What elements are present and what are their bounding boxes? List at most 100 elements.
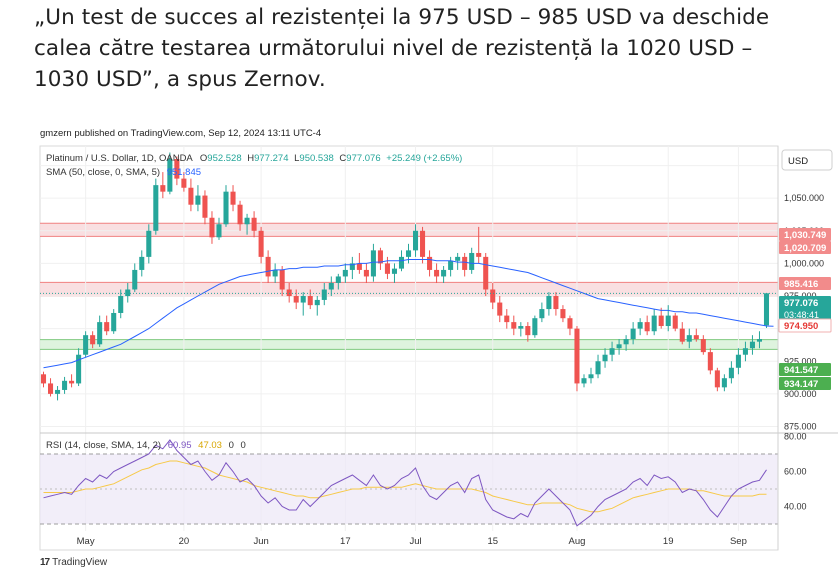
candle <box>497 302 503 316</box>
candle <box>504 315 510 323</box>
quote-line-1: „Un test de succes al rezistenței la 975… <box>34 5 770 30</box>
resistance-price-label: 974.950 <box>784 321 818 332</box>
candle <box>441 269 447 277</box>
candle <box>721 378 727 388</box>
candle <box>602 354 608 362</box>
x-tick-label: 15 <box>487 536 498 547</box>
candle <box>455 256 461 261</box>
candle <box>384 263 390 274</box>
candle <box>427 256 433 270</box>
quote-line-2: calea către testarea următorului nivel d… <box>34 36 753 61</box>
candle <box>749 341 755 349</box>
candle <box>167 159 173 192</box>
candle <box>160 185 166 192</box>
candle <box>76 354 82 384</box>
candle <box>293 296 299 303</box>
candle <box>434 269 440 277</box>
candle <box>146 230 152 257</box>
candle <box>202 195 208 218</box>
candle <box>391 268 397 274</box>
x-tick-label: Jun <box>253 536 268 547</box>
candle <box>728 367 734 379</box>
candle <box>69 380 75 384</box>
legend-symbol: Platinum / U.S. Dollar, 1D, OANDA O952.5… <box>46 153 462 164</box>
x-tick-label: Sep <box>730 536 747 547</box>
candle <box>307 296 313 306</box>
candle <box>707 352 713 371</box>
publisher-caption: gmzern published on TradingView.com, Sep… <box>40 128 322 139</box>
y-tick-label: 1,050.000 <box>784 193 824 203</box>
candle <box>588 374 594 379</box>
candle <box>483 256 489 290</box>
candle <box>139 256 145 270</box>
candle <box>595 361 601 375</box>
candle <box>462 256 468 270</box>
candle <box>118 296 124 313</box>
resistance-price-label-bg <box>779 228 831 241</box>
resistance-price-label: 1,030.749 <box>784 230 826 241</box>
candle <box>370 250 376 277</box>
candle <box>567 318 573 329</box>
candle <box>644 322 650 332</box>
candle <box>132 269 138 290</box>
candle <box>181 178 187 188</box>
sma-line <box>43 259 774 369</box>
currency-button[interactable] <box>781 149 833 171</box>
candle <box>97 322 103 345</box>
candle <box>637 322 643 329</box>
candle <box>314 299 320 306</box>
candle <box>574 328 580 384</box>
candle <box>398 256 405 269</box>
candle <box>672 315 678 329</box>
candle <box>665 315 671 327</box>
candle <box>735 354 741 368</box>
rsi-ma-line <box>43 460 767 513</box>
candle <box>525 326 531 336</box>
support-price-label-bg <box>779 377 831 390</box>
candle <box>125 289 131 297</box>
candle <box>62 380 68 390</box>
candle <box>300 296 306 303</box>
candle <box>188 187 194 205</box>
candle <box>616 344 622 349</box>
candle <box>83 335 89 355</box>
resistance-price-label: 1,020.709 <box>784 243 826 254</box>
candle <box>174 159 180 179</box>
candle <box>349 263 355 270</box>
candle <box>251 217 257 231</box>
candle <box>90 335 96 345</box>
rsi-y-tick-label: 80.00 <box>784 432 807 442</box>
candle <box>700 339 706 353</box>
candle <box>679 328 685 342</box>
y-tick-label: 875.000 <box>784 421 817 431</box>
y-tick-label: 925.000 <box>784 356 817 366</box>
candle <box>532 318 538 336</box>
quote-line-3: 1030 USD”, a spus Zernov. <box>34 67 326 92</box>
resistance-zone-low <box>40 282 778 297</box>
candle <box>546 296 552 310</box>
candle <box>560 309 566 319</box>
rsi-y-tick-label: 40.00 <box>784 502 807 512</box>
candle <box>405 250 412 257</box>
candle <box>363 269 369 277</box>
resistance-price-label-bg <box>779 241 831 254</box>
candle <box>237 204 243 225</box>
resistance-price-label: 985.416 <box>784 279 818 290</box>
candle <box>714 370 720 388</box>
resistance-price-label-bg <box>778 318 832 333</box>
currency-label: USD <box>788 156 808 167</box>
candle <box>693 335 699 340</box>
candle <box>286 289 292 297</box>
candle <box>244 217 250 225</box>
legend-sma: SMA (50, close, 0, SMA, 5) 951.845 <box>46 167 201 178</box>
y-tick-label: 1,000.000 <box>784 258 824 268</box>
candle <box>272 269 278 277</box>
candle <box>279 269 285 290</box>
candle <box>623 339 629 345</box>
footer-brand[interactable]: TradingView <box>52 557 108 568</box>
x-tick-label: Jul <box>409 536 421 547</box>
bar-countdown-label: 03:48:41 <box>784 310 819 320</box>
last-price-label-bg <box>779 296 831 322</box>
candle <box>153 185 159 231</box>
